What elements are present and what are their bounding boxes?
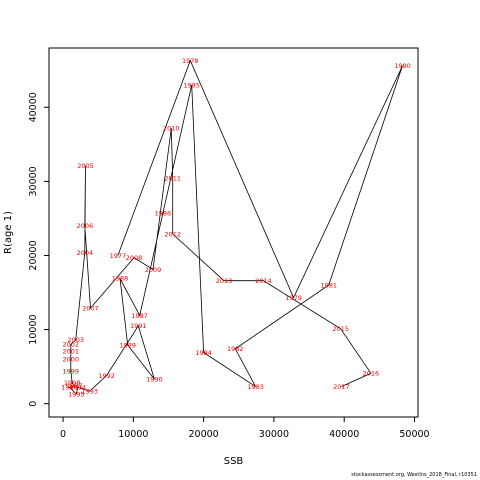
year-label: 1988 bbox=[112, 275, 129, 283]
year-label: 1979 bbox=[285, 294, 302, 302]
trajectory-line bbox=[68, 59, 403, 395]
year-label: 2004 bbox=[77, 249, 94, 257]
year-label: 2003 bbox=[67, 336, 84, 344]
year-label: 1989 bbox=[119, 341, 136, 349]
year-label: 2009 bbox=[145, 266, 162, 274]
year-label: 1986 bbox=[155, 210, 172, 218]
year-label: 2013 bbox=[216, 277, 233, 285]
year-label: 1993 bbox=[81, 387, 98, 395]
year-label: 2012 bbox=[164, 230, 181, 238]
year-label: 1997 bbox=[66, 382, 83, 390]
year-label: 1996 bbox=[61, 384, 78, 392]
x-tick-label: 40000 bbox=[329, 429, 359, 440]
y-axis: 0 10000 20000 30000 40000 bbox=[28, 92, 50, 407]
x-tick-label: 0 bbox=[60, 429, 66, 440]
x-tick-label: 10000 bbox=[118, 429, 148, 440]
x-axis-title: SSB bbox=[224, 456, 244, 467]
x-tick-label: 50000 bbox=[399, 429, 429, 440]
year-label: 2008 bbox=[126, 254, 143, 262]
series-line bbox=[68, 59, 403, 395]
year-label: 1983 bbox=[247, 383, 264, 391]
year-label: 1985 bbox=[183, 81, 200, 89]
y-tick-label: 20000 bbox=[28, 240, 39, 270]
x-tick-label: 20000 bbox=[189, 429, 219, 440]
year-label: 1981 bbox=[320, 281, 337, 289]
year-label: 1980 bbox=[394, 62, 411, 70]
year-label: 2000 bbox=[63, 356, 80, 364]
y-tick-label: 0 bbox=[28, 401, 39, 407]
year-label: 2011 bbox=[164, 175, 181, 183]
year-labels: 1977 1978 1979 1980 1981 1982 1983 1984 1985 1986… bbox=[61, 57, 411, 398]
year-label: 1991 bbox=[130, 322, 147, 330]
year-label: 1978 bbox=[182, 57, 199, 65]
x-axis: 0 10000 20000 30000 40000 50000 bbox=[60, 416, 430, 440]
year-label: 1990 bbox=[146, 376, 163, 384]
year-label: 1984 bbox=[195, 349, 212, 357]
year-label: 2006 bbox=[77, 222, 94, 230]
year-label: 2014 bbox=[255, 277, 272, 285]
x-tick-label: 30000 bbox=[259, 429, 289, 440]
year-label: 2016 bbox=[363, 370, 380, 378]
year-label: 1987 bbox=[131, 312, 148, 320]
year-label: 2017 bbox=[333, 383, 350, 391]
year-label: 1977 bbox=[110, 252, 127, 260]
y-tick-label: 10000 bbox=[28, 314, 39, 344]
year-label: 2005 bbox=[77, 162, 94, 170]
year-label: 1998 bbox=[64, 379, 81, 387]
credit-text: stockassessment.org, WestIns_2018_Final,… bbox=[351, 472, 477, 478]
year-label: 1999 bbox=[63, 367, 80, 375]
year-label: 1994 bbox=[70, 384, 87, 392]
y-axis-title: R(age 1) bbox=[3, 211, 14, 254]
year-label: 2010 bbox=[163, 124, 180, 132]
year-label: 1995 bbox=[68, 390, 85, 398]
year-label: 2001 bbox=[63, 347, 80, 355]
year-label: 2007 bbox=[82, 304, 99, 312]
year-label: 1982 bbox=[227, 345, 244, 353]
year-label: 2015 bbox=[332, 325, 349, 333]
y-tick-label: 40000 bbox=[28, 92, 39, 122]
year-label: 2002 bbox=[63, 341, 80, 349]
year-label: 1992 bbox=[98, 372, 115, 380]
y-tick-label: 30000 bbox=[28, 166, 39, 196]
